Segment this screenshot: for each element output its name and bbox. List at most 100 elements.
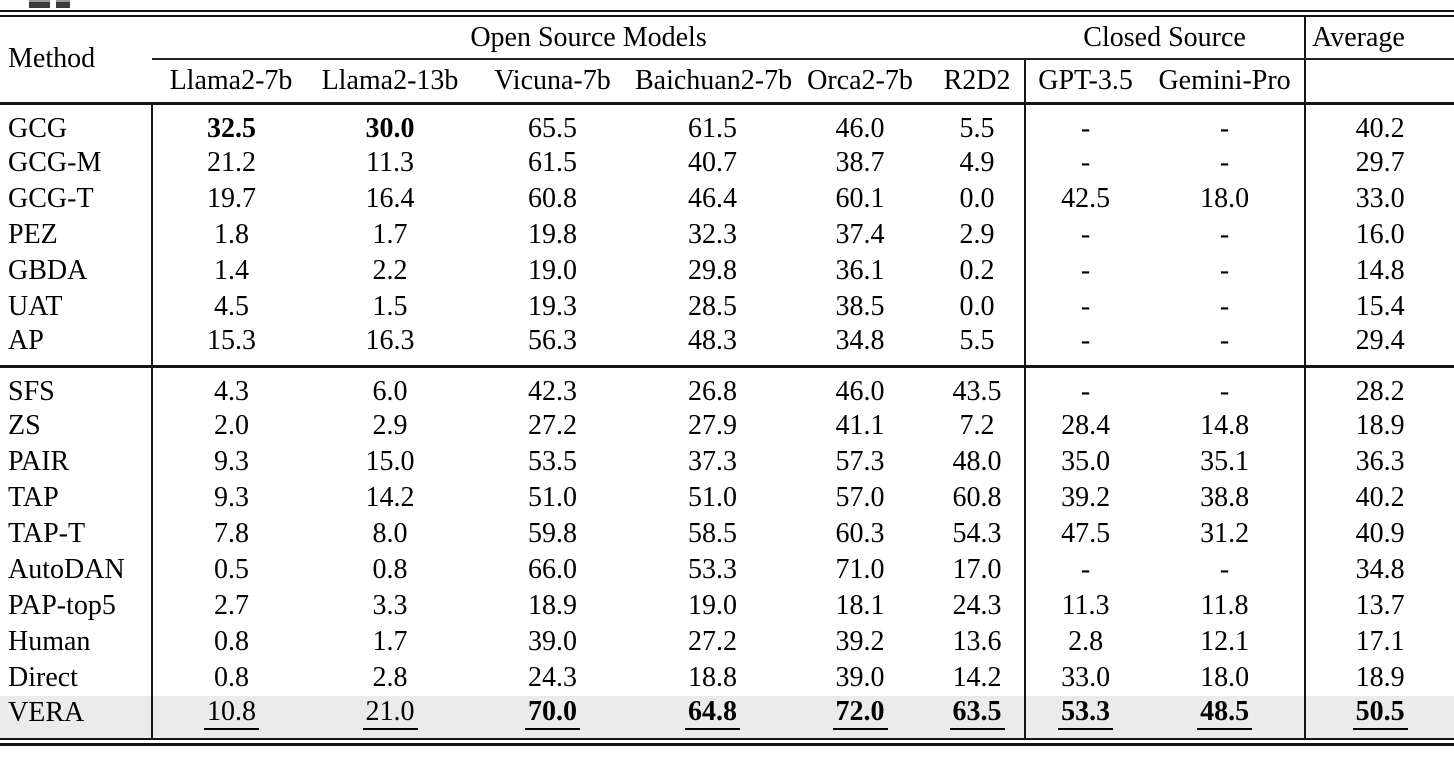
column-header-r2d2: R2D2 bbox=[930, 59, 1027, 105]
value: 2.9 bbox=[959, 218, 995, 250]
value-cell: 27.2 bbox=[470, 408, 635, 444]
value-cell: 18.9 bbox=[1305, 408, 1454, 444]
cropped-text-artifact bbox=[29, 0, 50, 8]
table-row-pez: PEZ 1.8 1.7 19.8 32.3 37.4 2.9 - - 16.0 bbox=[0, 216, 1454, 253]
value-cell: 12.1 bbox=[1145, 623, 1307, 660]
value: 27.9 bbox=[688, 409, 737, 441]
value: 35.1 bbox=[1200, 445, 1250, 477]
value-cell: 60.1 bbox=[790, 181, 930, 217]
method-cell: PAIR bbox=[0, 443, 153, 480]
model-header-row: Llama2-7b Llama2-13b Vicuna-7b Baichuan2… bbox=[0, 59, 1454, 105]
value-cell: 51.0 bbox=[635, 480, 790, 516]
value-cell: 61.5 bbox=[635, 103, 790, 145]
value: 40.2 bbox=[1355, 481, 1405, 513]
value-cell: 35.1 bbox=[1145, 443, 1307, 480]
method-cell: PAP-top5 bbox=[0, 587, 153, 624]
value: 53.3 bbox=[688, 553, 737, 585]
value: 60.8 bbox=[528, 182, 577, 214]
value-cell: 54.3 bbox=[930, 515, 1027, 552]
value: 2.8 bbox=[372, 661, 408, 693]
value-cell: 18.9 bbox=[470, 588, 635, 624]
value-cell: 71.0 bbox=[790, 552, 930, 588]
value-cell: 16.0 bbox=[1305, 217, 1454, 253]
value-cell: 21.2 bbox=[152, 145, 310, 181]
value-cell: 0.0 bbox=[930, 288, 1027, 325]
value: - bbox=[1219, 254, 1230, 286]
value: 60.8 bbox=[952, 481, 1002, 513]
value: 9.3 bbox=[214, 481, 249, 513]
value-cell: 38.7 bbox=[790, 145, 930, 181]
value-cell: - bbox=[1145, 144, 1307, 181]
value-cell: 1.7 bbox=[310, 217, 470, 253]
value: 12.1 bbox=[1200, 625, 1250, 657]
value-cell: 5.5 bbox=[930, 103, 1027, 145]
value-cell: 43.5 bbox=[930, 364, 1027, 408]
value-cell: 38.5 bbox=[790, 289, 930, 325]
value-cell: 14.8 bbox=[1305, 253, 1454, 289]
value-cell: 40.2 bbox=[1305, 480, 1454, 516]
table-top-rule bbox=[0, 10, 1454, 17]
value-cell: 36.3 bbox=[1305, 444, 1454, 480]
value: 19.7 bbox=[207, 182, 256, 214]
value: 29.7 bbox=[1355, 146, 1405, 178]
value-cell: 31.2 bbox=[1145, 515, 1307, 552]
table-row-direct: Direct 0.8 2.8 24.3 18.8 39.0 14.2 33.0 18.0 18.9 bbox=[0, 659, 1454, 696]
value: 18.0 bbox=[1200, 661, 1250, 693]
value: - bbox=[1219, 290, 1230, 322]
value: 29.8 bbox=[688, 254, 737, 286]
table-row-uat: UAT 4.5 1.5 19.3 28.5 38.5 0.0 - - 15.4 bbox=[0, 288, 1454, 325]
value: 47.5 bbox=[1061, 517, 1111, 549]
value-cell: - bbox=[1145, 103, 1307, 145]
value: 1.8 bbox=[214, 218, 249, 250]
value-cell: 14.2 bbox=[930, 659, 1027, 696]
value-cell: 19.0 bbox=[635, 588, 790, 624]
value: - bbox=[1080, 375, 1091, 407]
method-cell: GCG-T bbox=[0, 180, 153, 217]
table-row-gcg-t: GCG-T 19.7 16.4 60.8 46.4 60.1 0.0 42.5 18.0 33.0 bbox=[0, 180, 1454, 217]
table-row-tap: TAP 9.3 14.2 51.0 51.0 57.0 60.8 39.2 38.8 40.2 bbox=[0, 479, 1454, 516]
value-cell: 37.4 bbox=[790, 217, 930, 253]
value-cell: 15.3 bbox=[152, 325, 310, 367]
value: 18.9 bbox=[1355, 409, 1405, 441]
value: 0.8 bbox=[372, 553, 408, 585]
value: - bbox=[1080, 553, 1091, 585]
value: 60.3 bbox=[835, 517, 885, 549]
value: 21.2 bbox=[207, 146, 256, 178]
value-cell: 48.3 bbox=[635, 325, 790, 367]
value: 1.4 bbox=[214, 254, 249, 286]
value: 31.2 bbox=[1200, 517, 1250, 549]
value: - bbox=[1219, 146, 1230, 178]
method-cell: UAT bbox=[0, 288, 153, 325]
average-header-spacer bbox=[1305, 59, 1454, 105]
table-row-autodan: AutoDAN 0.5 0.8 66.0 53.3 71.0 17.0 - - 34.8 bbox=[0, 551, 1454, 588]
value-cell: 0.8 bbox=[152, 660, 310, 696]
value-cell: 57.3 bbox=[790, 444, 930, 480]
value: 61.5 bbox=[688, 112, 737, 144]
table-row-pair: PAIR 9.3 15.0 53.5 37.3 57.3 48.0 35.0 35.1 36.3 bbox=[0, 443, 1454, 480]
group-header-average: Average bbox=[1304, 17, 1454, 60]
value-cell: 35.0 bbox=[1025, 444, 1145, 480]
value: 48.5 bbox=[1197, 696, 1253, 730]
value: 0.2 bbox=[959, 254, 995, 286]
value-cell: 56.3 bbox=[470, 325, 635, 367]
value: 43.5 bbox=[952, 375, 1002, 407]
value-cell: 63.5 bbox=[930, 695, 1027, 738]
value: 4.9 bbox=[959, 146, 995, 178]
value: 16.4 bbox=[365, 182, 415, 214]
method-cell: Human bbox=[0, 623, 153, 660]
value-cell: 16.3 bbox=[310, 325, 470, 367]
value-cell: 39.0 bbox=[470, 624, 635, 660]
value-cell: 1.7 bbox=[310, 624, 470, 660]
value: - bbox=[1219, 324, 1230, 356]
value-cell: 7.2 bbox=[930, 407, 1027, 444]
value-cell: 29.4 bbox=[1305, 325, 1454, 367]
value: 51.0 bbox=[688, 481, 737, 513]
value-cell: 32.3 bbox=[635, 217, 790, 253]
method-cell: AutoDAN bbox=[0, 551, 153, 588]
value-cell: 41.1 bbox=[790, 408, 930, 444]
value-cell: 29.7 bbox=[1305, 145, 1454, 181]
value: 10.8 bbox=[204, 696, 259, 730]
value: 11.3 bbox=[366, 146, 414, 178]
column-header-baichuan2-7b: Baichuan2-7b bbox=[635, 59, 792, 105]
value-cell: 14.8 bbox=[1145, 407, 1307, 444]
